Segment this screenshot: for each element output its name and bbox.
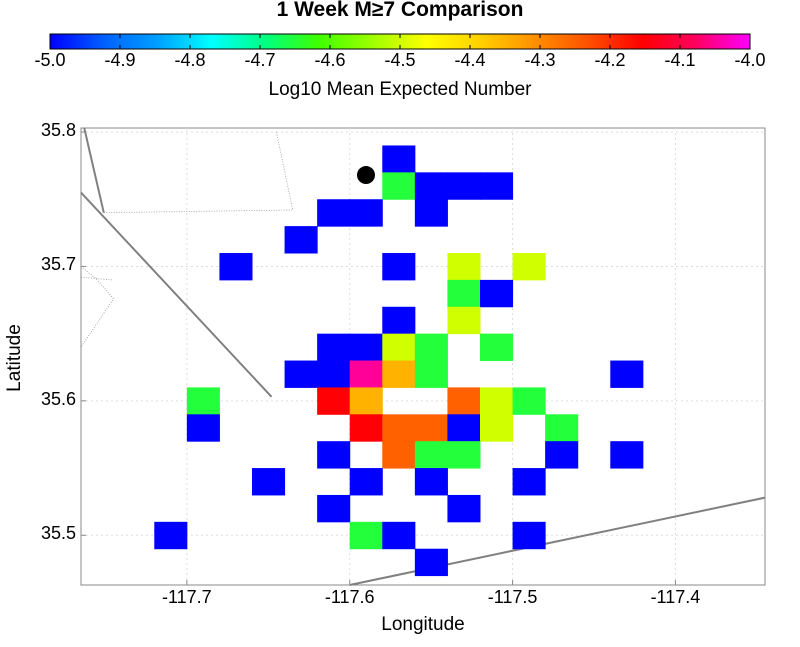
region-boundary bbox=[80, 276, 112, 281]
heatmap-cell bbox=[414, 360, 448, 388]
region-boundaries bbox=[80, 131, 294, 348]
heatmap-cell bbox=[545, 441, 579, 469]
heatmap-cell bbox=[382, 414, 416, 442]
heatmap-cell bbox=[382, 145, 416, 173]
heatmap-cell bbox=[349, 360, 383, 388]
region-boundary bbox=[103, 131, 294, 214]
heatmap-cell bbox=[349, 521, 383, 550]
fault-line bbox=[80, 191, 273, 398]
heatmap-cell bbox=[480, 414, 514, 442]
colorbar-tick-label: -4.9 bbox=[104, 50, 136, 70]
heatmap-cells bbox=[154, 145, 644, 577]
heatmap-cell bbox=[414, 468, 448, 496]
heatmap-cell bbox=[512, 387, 546, 415]
heatmap-cell bbox=[414, 333, 448, 362]
heatmap-cell bbox=[186, 414, 220, 442]
epicenter-marker bbox=[357, 166, 375, 185]
heatmap-cell bbox=[414, 414, 448, 442]
heatmap-cell bbox=[512, 253, 546, 281]
heatmap-cell bbox=[480, 172, 514, 200]
y-tick-label: 35.8 bbox=[40, 120, 76, 141]
colorbar-tick-label: -4.3 bbox=[524, 50, 556, 70]
colorbar-tick-label: -4.0 bbox=[734, 50, 766, 70]
heatmap-cell bbox=[252, 468, 286, 496]
x-tick-label: -117.7 bbox=[161, 587, 212, 607]
heatmap-cell bbox=[382, 172, 416, 200]
heatmap-cell bbox=[447, 253, 481, 281]
heatmap-cell bbox=[512, 521, 546, 550]
colorbar-tick-label: -5.0 bbox=[34, 50, 66, 70]
heatmap-cell bbox=[219, 253, 253, 281]
heatmap-cell bbox=[414, 548, 448, 577]
heatmap-cell bbox=[317, 441, 351, 469]
heatmap-cell bbox=[480, 333, 514, 362]
heatmap-cell bbox=[186, 387, 220, 415]
heatmap-cell bbox=[382, 306, 416, 335]
heatmap-cell bbox=[610, 360, 644, 388]
marker-layer bbox=[357, 166, 375, 185]
x-tick-label: -117.6 bbox=[324, 587, 375, 607]
colorbar-tick-label: -4.7 bbox=[244, 50, 276, 70]
colorbar-tick-label: -4.6 bbox=[314, 50, 346, 70]
heatmap-cell bbox=[382, 441, 416, 469]
heatmap-cell bbox=[447, 279, 481, 308]
y-tick-label: 35.6 bbox=[40, 388, 76, 409]
axis-ticks bbox=[81, 131, 676, 585]
colorbar-label: Log10 Mean Expected Number bbox=[268, 79, 532, 100]
heatmap-cell bbox=[447, 441, 481, 469]
colorbar-tick-label: -4.4 bbox=[454, 50, 486, 70]
heatmap-cell bbox=[349, 468, 383, 496]
y-tick-label: 35.5 bbox=[40, 523, 76, 544]
colorbar-tick-label: -4.2 bbox=[594, 50, 626, 70]
colorbar-tick-label: -4.1 bbox=[664, 50, 696, 70]
heatmap-cell bbox=[349, 199, 383, 227]
heatmap-cell bbox=[480, 279, 514, 308]
colorbar-tick-label: -4.5 bbox=[384, 50, 416, 70]
colorbar-ticks bbox=[49, 34, 751, 49]
heatmap-cell bbox=[382, 333, 416, 362]
heatmap-cell bbox=[284, 360, 318, 388]
heatmap-cell bbox=[349, 414, 383, 442]
colorbar-tick-label: -4.8 bbox=[174, 50, 206, 70]
heatmap-cell bbox=[382, 253, 416, 281]
heatmap-cell bbox=[349, 333, 383, 362]
chart-title: 1 Week M≥7 Comparison bbox=[276, 0, 524, 21]
heatmap-cell bbox=[414, 199, 448, 227]
heatmap-cell bbox=[317, 387, 351, 415]
heatmap-cell bbox=[610, 441, 644, 469]
heatmap-cell bbox=[414, 172, 448, 200]
y-axis-label: Latitude bbox=[4, 324, 25, 392]
heatmap-cell bbox=[447, 172, 481, 200]
heatmap-cell bbox=[414, 441, 448, 469]
region-boundary bbox=[80, 266, 115, 348]
heatmap-cell bbox=[447, 306, 481, 335]
heatmap-cell bbox=[317, 494, 351, 523]
heatmap-cell bbox=[545, 414, 579, 442]
heatmap-cell bbox=[447, 494, 481, 523]
heatmap-cell bbox=[284, 226, 318, 254]
heatmap-cell bbox=[317, 360, 351, 388]
heatmap-cell bbox=[480, 387, 514, 415]
heatmap-cell bbox=[447, 387, 481, 415]
fault-line bbox=[83, 127, 105, 213]
x-tick-label: -117.4 bbox=[650, 587, 701, 607]
x-axis-label: Longitude bbox=[381, 614, 465, 635]
heatmap-cell bbox=[512, 468, 546, 496]
heatmap-cell bbox=[447, 414, 481, 442]
heatmap-cell bbox=[317, 333, 351, 362]
heatmap-cell bbox=[317, 199, 351, 227]
heatmap-cell bbox=[349, 387, 383, 415]
y-tick-label: 35.7 bbox=[40, 254, 76, 275]
x-tick-label: -117.5 bbox=[487, 587, 538, 607]
heatmap-cell bbox=[382, 360, 416, 388]
heatmap-cell bbox=[154, 521, 188, 550]
heatmap-cell bbox=[382, 521, 416, 550]
